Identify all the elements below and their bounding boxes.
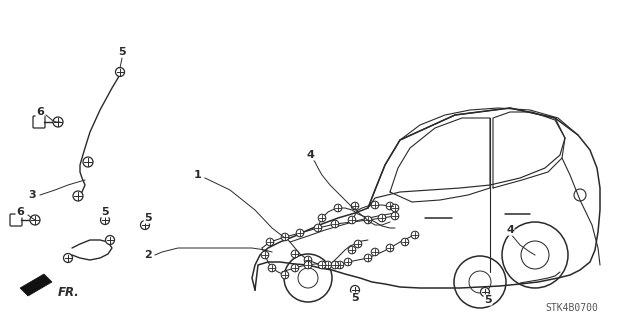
Circle shape: [371, 201, 379, 209]
Circle shape: [391, 212, 399, 220]
Text: 4: 4: [506, 225, 514, 235]
Text: 5: 5: [484, 295, 492, 305]
Text: 3: 3: [28, 190, 36, 200]
Circle shape: [53, 117, 63, 127]
Circle shape: [336, 261, 344, 269]
Circle shape: [281, 233, 289, 241]
Text: 4: 4: [306, 150, 314, 160]
Circle shape: [115, 68, 125, 77]
Text: 5: 5: [351, 293, 359, 303]
Circle shape: [348, 216, 356, 224]
Circle shape: [291, 264, 299, 272]
Circle shape: [106, 235, 115, 244]
Circle shape: [324, 261, 332, 269]
Polygon shape: [20, 274, 52, 296]
Circle shape: [314, 224, 322, 232]
Circle shape: [412, 231, 419, 239]
Circle shape: [348, 246, 356, 254]
Circle shape: [73, 191, 83, 201]
Circle shape: [291, 250, 299, 258]
Circle shape: [332, 261, 339, 269]
Circle shape: [83, 157, 93, 167]
Circle shape: [100, 216, 109, 225]
Circle shape: [401, 238, 409, 246]
Circle shape: [261, 251, 269, 259]
Text: 6: 6: [16, 207, 24, 217]
Circle shape: [364, 254, 372, 262]
Circle shape: [481, 287, 490, 296]
Circle shape: [364, 216, 372, 224]
Circle shape: [386, 202, 394, 210]
Circle shape: [378, 214, 386, 222]
Circle shape: [296, 229, 304, 237]
Circle shape: [141, 220, 150, 229]
Circle shape: [318, 261, 326, 269]
Circle shape: [371, 248, 379, 256]
Circle shape: [304, 256, 312, 264]
Text: 2: 2: [144, 250, 152, 260]
Circle shape: [281, 271, 289, 279]
Text: 6: 6: [36, 107, 44, 117]
Circle shape: [63, 254, 72, 263]
Circle shape: [334, 204, 342, 212]
Circle shape: [391, 204, 399, 212]
Circle shape: [30, 215, 40, 225]
Text: 5: 5: [144, 213, 152, 223]
Circle shape: [351, 202, 359, 210]
Circle shape: [266, 238, 274, 246]
Circle shape: [318, 214, 326, 222]
Circle shape: [332, 220, 339, 228]
Text: 5: 5: [118, 47, 126, 57]
Circle shape: [386, 244, 394, 252]
Text: FR.: FR.: [58, 286, 80, 299]
Circle shape: [304, 261, 312, 269]
Text: STK4B0700: STK4B0700: [545, 303, 598, 313]
Circle shape: [354, 240, 362, 248]
Circle shape: [268, 264, 276, 272]
Text: 5: 5: [101, 207, 109, 217]
Circle shape: [351, 286, 360, 294]
Text: 1: 1: [194, 170, 202, 180]
Circle shape: [344, 258, 352, 266]
